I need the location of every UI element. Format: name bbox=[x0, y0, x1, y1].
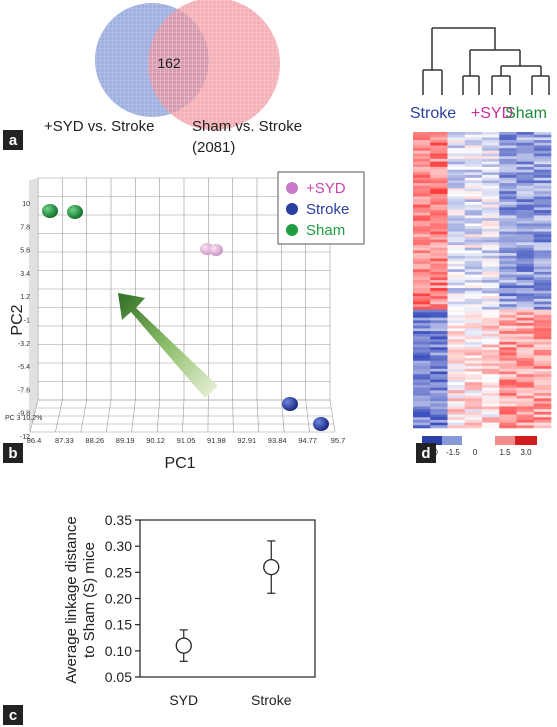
pca-3d-plot: 10 7.8 5.6 3.4 1.2 -1 -3.2 -5.4 -7.6 -9.8 -12 86.4… bbox=[5, 171, 365, 472]
pca-y-tick: -1 bbox=[24, 318, 30, 325]
heatmap-group-label: Stroke bbox=[410, 105, 456, 122]
y-tick-label: 0.20 bbox=[105, 591, 132, 607]
pca-y-tick: -9.8 bbox=[18, 411, 30, 418]
c-data-points bbox=[175, 540, 280, 662]
pca-x-tick: 87.33 bbox=[55, 436, 74, 445]
pca-legend: +SYD Stroke Sham bbox=[286, 180, 349, 239]
pca-y-tick: -7.6 bbox=[18, 387, 30, 394]
pca-y-tick: 5.6 bbox=[20, 248, 30, 255]
x-tick-label: Stroke bbox=[251, 692, 292, 708]
pca-x-tick: 94.77 bbox=[298, 436, 317, 445]
sham-point bbox=[67, 205, 83, 219]
linkage-distance-chart: 0.35 0.30 0.25 0.20 0.15 0.10 0.05 SYD Stroke A… bbox=[63, 512, 316, 708]
trend-arrow bbox=[118, 293, 218, 398]
pca-x-tick: 91.05 bbox=[177, 436, 196, 445]
heatmap-group-label: +SYD bbox=[471, 105, 513, 122]
y-tick-label: 0.30 bbox=[105, 538, 132, 554]
y-tick-label: 0.35 bbox=[105, 512, 132, 528]
legend-marker bbox=[286, 224, 298, 236]
scale-label: -1.5 bbox=[446, 448, 460, 457]
syd-point bbox=[209, 244, 223, 256]
legend-label: Stroke bbox=[306, 201, 349, 218]
y-tick-label: 0.15 bbox=[105, 617, 132, 633]
c-y-label: Average linkage distanceto Sham (S) mice bbox=[63, 516, 98, 683]
sham-point bbox=[42, 204, 58, 218]
pca-y-label: PC2 bbox=[9, 304, 26, 335]
pca-x-tick: 90.12 bbox=[146, 436, 165, 445]
stroke-point bbox=[282, 397, 298, 411]
panel-label-c: c bbox=[3, 705, 23, 725]
data-point bbox=[263, 558, 280, 576]
x-tick-label: SYD bbox=[169, 692, 198, 708]
pca-y-tick: 7.8 bbox=[20, 224, 30, 231]
panel-label-b: b bbox=[3, 443, 23, 463]
pca-x-tick: 89.19 bbox=[116, 436, 135, 445]
pca-y-tick: -5.4 bbox=[18, 364, 30, 371]
venn-right-label: Sham vs. Stroke bbox=[192, 118, 302, 135]
pca-y-tick: 3.4 bbox=[20, 271, 30, 278]
legend-label: Sham bbox=[306, 222, 345, 239]
plot-frame bbox=[139, 519, 316, 678]
pca-x-tick: 86.4 bbox=[27, 436, 42, 445]
legend-marker bbox=[286, 182, 298, 194]
panel-label-d: d bbox=[416, 443, 436, 463]
pca-x-tick: 88.26 bbox=[85, 436, 104, 445]
legend-label: +SYD bbox=[306, 180, 346, 197]
pca-x-tick: 93.84 bbox=[268, 436, 287, 445]
y-tick-label: 0.25 bbox=[105, 564, 132, 580]
pca-y-ticks: 10 7.8 5.6 3.4 1.2 -1 -3.2 -5.4 -7.6 -9.8 -12 bbox=[18, 201, 30, 441]
pca-y-tick: -3.2 bbox=[18, 341, 30, 348]
dendrogram bbox=[422, 27, 550, 95]
venn-diagram: 162 +SYD vs. Stroke Sham vs. Stroke (208… bbox=[44, 0, 302, 156]
pca-y-tick: 10 bbox=[22, 201, 30, 208]
stroke-point bbox=[313, 417, 329, 431]
scale-label: 3.0 bbox=[520, 448, 532, 457]
pca-x-tick: 95.7 bbox=[331, 436, 346, 445]
y-tick-label: 0.10 bbox=[105, 643, 132, 659]
pca-y-tick: -12 bbox=[20, 434, 30, 441]
y-tick-label: 0.05 bbox=[105, 669, 132, 685]
pca-x-ticks: 86.4 87.33 88.26 89.19 90.12 91.05 91.98 92.91 9… bbox=[27, 436, 346, 445]
venn-right-count: (2081) bbox=[192, 139, 235, 156]
scale-label: 0 bbox=[473, 448, 478, 457]
pca-x-tick: 91.98 bbox=[207, 436, 226, 445]
scale-label: 1.5 bbox=[499, 448, 511, 457]
c-x-ticks: SYD Stroke bbox=[169, 692, 291, 708]
legend-marker bbox=[286, 203, 298, 215]
heatmap-color-scale: -3.0-1.501.53.0 bbox=[422, 436, 537, 457]
data-point bbox=[175, 637, 192, 654]
pca-y-tick: 1.2 bbox=[20, 294, 30, 301]
venn-left-label: +SYD vs. Stroke bbox=[44, 118, 154, 135]
venn-overlap-count: 162 bbox=[157, 55, 181, 71]
panel-label-a: a bbox=[3, 130, 23, 150]
heatmap-cells bbox=[413, 132, 552, 429]
heatmap-group-label: Sham bbox=[505, 105, 547, 122]
c-y-ticks: 0.35 0.30 0.25 0.20 0.15 0.10 0.05 bbox=[105, 512, 140, 685]
pca-x-label: PC1 bbox=[164, 455, 195, 472]
pca-z-label: PC 3 10.2% bbox=[5, 415, 42, 422]
pca-x-tick: 92.91 bbox=[237, 436, 256, 445]
